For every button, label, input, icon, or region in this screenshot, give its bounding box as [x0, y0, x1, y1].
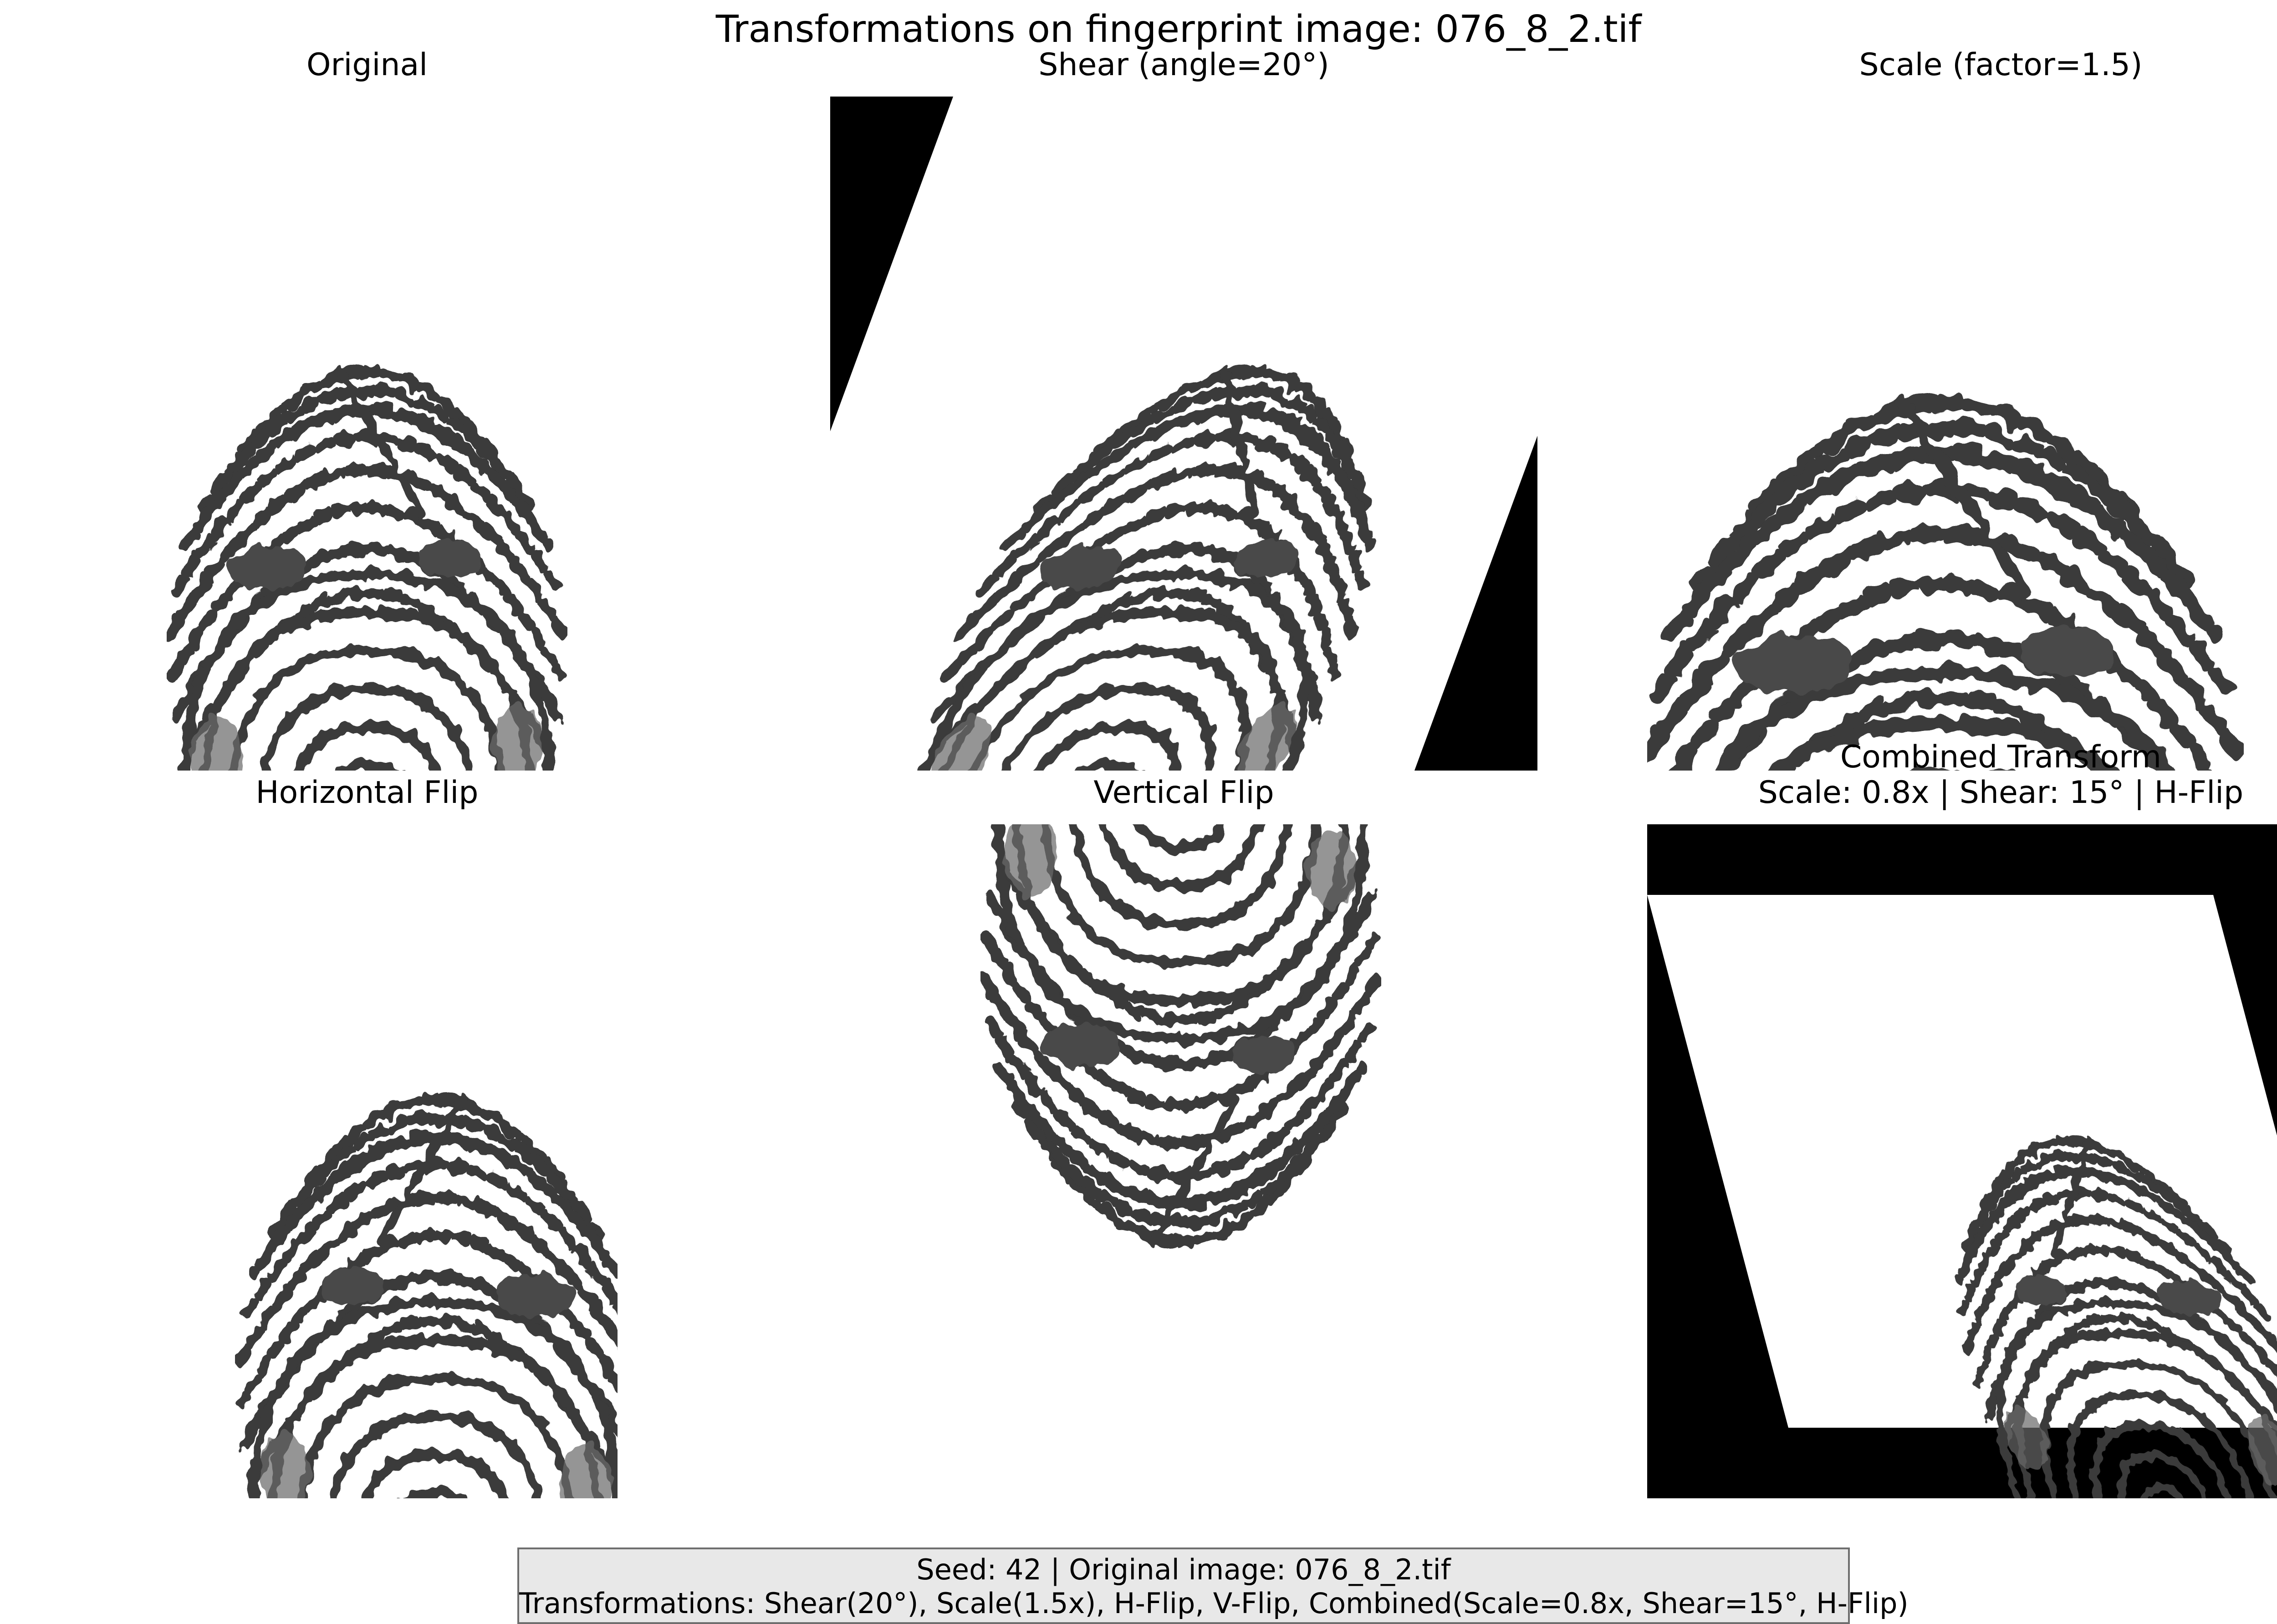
panel-title-horizontal-flip: Horizontal Flip: [255, 775, 479, 811]
info-box: Seed: 42 | Original image: 076_8_2.tif T…: [517, 1547, 1909, 1624]
image-combined: [1647, 824, 2277, 1498]
image-vertical-flip: [830, 824, 1537, 1498]
panel-title-scale: Scale (factor=1.5): [1859, 47, 2143, 83]
image-scale: [1647, 97, 2277, 771]
info-box-line2: Transformations: Shear(20°), Scale(1.5x)…: [519, 1587, 1909, 1620]
panel-title-combined-line2: Scale: 0.8x | Shear: 15° | H-Flip: [1758, 775, 2244, 811]
figure-title: Transformations on fingerprint image: 07…: [715, 8, 1642, 51]
image-horizontal-flip: [117, 824, 618, 1498]
image-shear: [830, 97, 1537, 771]
panel-title-combined-line1: Combined Transform: [1840, 739, 2162, 775]
info-box-line1: Seed: 42 | Original image: 076_8_2.tif: [916, 1553, 1451, 1586]
panel-title-shear: Shear (angle=20°): [1038, 47, 1329, 83]
image-original: [117, 97, 618, 771]
panel-title-vertical-flip: Vertical Flip: [1093, 775, 1274, 811]
panel-title-original: Original: [306, 47, 428, 83]
